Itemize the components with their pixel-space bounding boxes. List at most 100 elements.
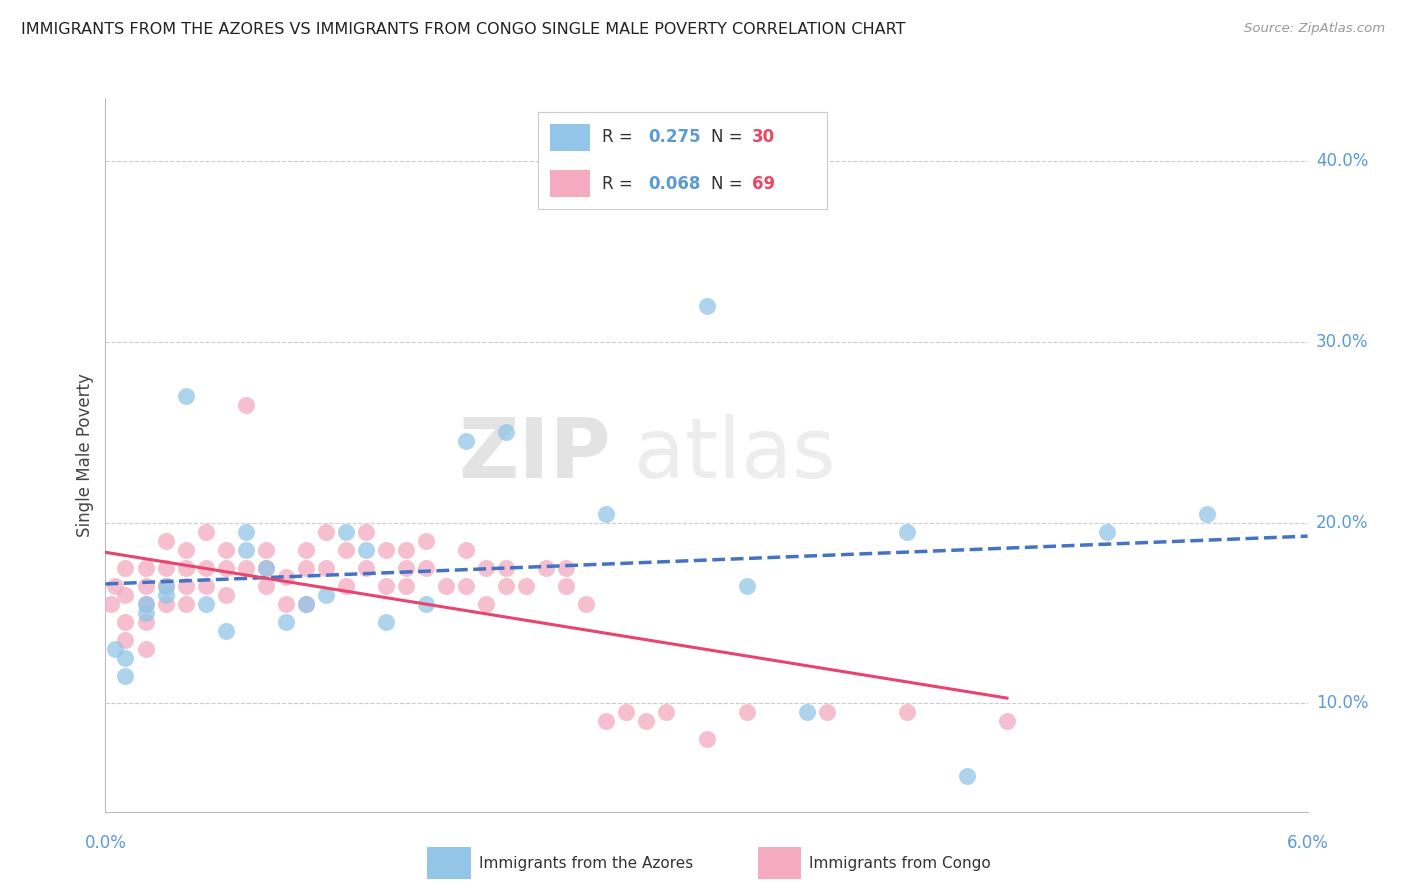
Text: IMMIGRANTS FROM THE AZORES VS IMMIGRANTS FROM CONGO SINGLE MALE POVERTY CORRELAT: IMMIGRANTS FROM THE AZORES VS IMMIGRANTS… [21, 22, 905, 37]
Point [254, 542, 277, 557]
Point [335, 579, 357, 593]
Point [274, 570, 297, 584]
Point [114, 615, 136, 629]
Point [335, 542, 357, 557]
Point [194, 579, 217, 593]
Point [295, 542, 318, 557]
Point [696, 732, 718, 747]
Point [174, 561, 197, 575]
Text: 20.0%: 20.0% [1316, 514, 1368, 532]
Point [174, 542, 197, 557]
Point [235, 398, 257, 412]
Point [194, 561, 217, 575]
Point [155, 579, 177, 593]
Point [415, 561, 437, 575]
Text: 10.0%: 10.0% [1316, 694, 1368, 713]
Point [534, 561, 557, 575]
Point [254, 579, 277, 593]
Point [274, 615, 297, 629]
Point [595, 507, 617, 521]
Point [274, 597, 297, 611]
Point [155, 588, 177, 602]
Point [1197, 507, 1219, 521]
Point [595, 714, 617, 729]
Point [374, 579, 398, 593]
Point [235, 542, 257, 557]
Point [114, 633, 136, 648]
Point [135, 561, 157, 575]
Text: Source: ZipAtlas.com: Source: ZipAtlas.com [1244, 22, 1385, 36]
Point [636, 714, 658, 729]
Text: 30.0%: 30.0% [1316, 333, 1368, 351]
Point [735, 706, 758, 720]
Point [214, 588, 236, 602]
Point [135, 597, 157, 611]
Point [796, 706, 818, 720]
Point [114, 651, 136, 665]
Point [214, 561, 236, 575]
Point [315, 561, 337, 575]
Point [515, 579, 537, 593]
Point [374, 542, 398, 557]
Point [475, 597, 498, 611]
Point [135, 642, 157, 657]
Point [254, 561, 277, 575]
FancyBboxPatch shape [758, 847, 801, 879]
Point [415, 533, 437, 548]
Y-axis label: Single Male Poverty: Single Male Poverty [76, 373, 94, 537]
Point [575, 597, 598, 611]
Point [1097, 524, 1119, 539]
Point [495, 561, 517, 575]
Point [194, 524, 217, 539]
Point [104, 579, 127, 593]
Point [735, 579, 758, 593]
Text: Immigrants from the Azores: Immigrants from the Azores [478, 855, 693, 871]
Point [114, 588, 136, 602]
Point [434, 579, 457, 593]
Text: ZIP: ZIP [458, 415, 610, 495]
Point [214, 624, 236, 638]
Point [374, 615, 398, 629]
Text: atlas: atlas [634, 415, 837, 495]
Point [395, 579, 418, 593]
Point [315, 524, 337, 539]
Point [896, 706, 918, 720]
Point [155, 561, 177, 575]
Point [415, 597, 437, 611]
Point [104, 642, 127, 657]
Point [335, 524, 357, 539]
Text: 40.0%: 40.0% [1316, 153, 1368, 170]
Point [100, 597, 122, 611]
Point [354, 542, 377, 557]
Point [174, 389, 197, 403]
Point [896, 524, 918, 539]
Point [235, 561, 257, 575]
Point [495, 579, 517, 593]
Point [956, 768, 979, 782]
Point [155, 579, 177, 593]
Point [354, 524, 377, 539]
Point [555, 579, 578, 593]
Point [995, 714, 1018, 729]
Text: 6.0%: 6.0% [1286, 834, 1329, 852]
Point [155, 533, 177, 548]
Point [454, 579, 477, 593]
Point [495, 425, 517, 440]
Point [114, 669, 136, 683]
Point [295, 597, 318, 611]
Point [135, 615, 157, 629]
Point [135, 597, 157, 611]
Point [295, 597, 318, 611]
Point [616, 706, 638, 720]
Point [295, 561, 318, 575]
Point [114, 561, 136, 575]
Point [555, 561, 578, 575]
Point [155, 597, 177, 611]
Point [194, 597, 217, 611]
FancyBboxPatch shape [427, 847, 471, 879]
Point [174, 579, 197, 593]
Point [354, 561, 377, 575]
Point [174, 597, 197, 611]
Point [315, 588, 337, 602]
Point [815, 706, 838, 720]
